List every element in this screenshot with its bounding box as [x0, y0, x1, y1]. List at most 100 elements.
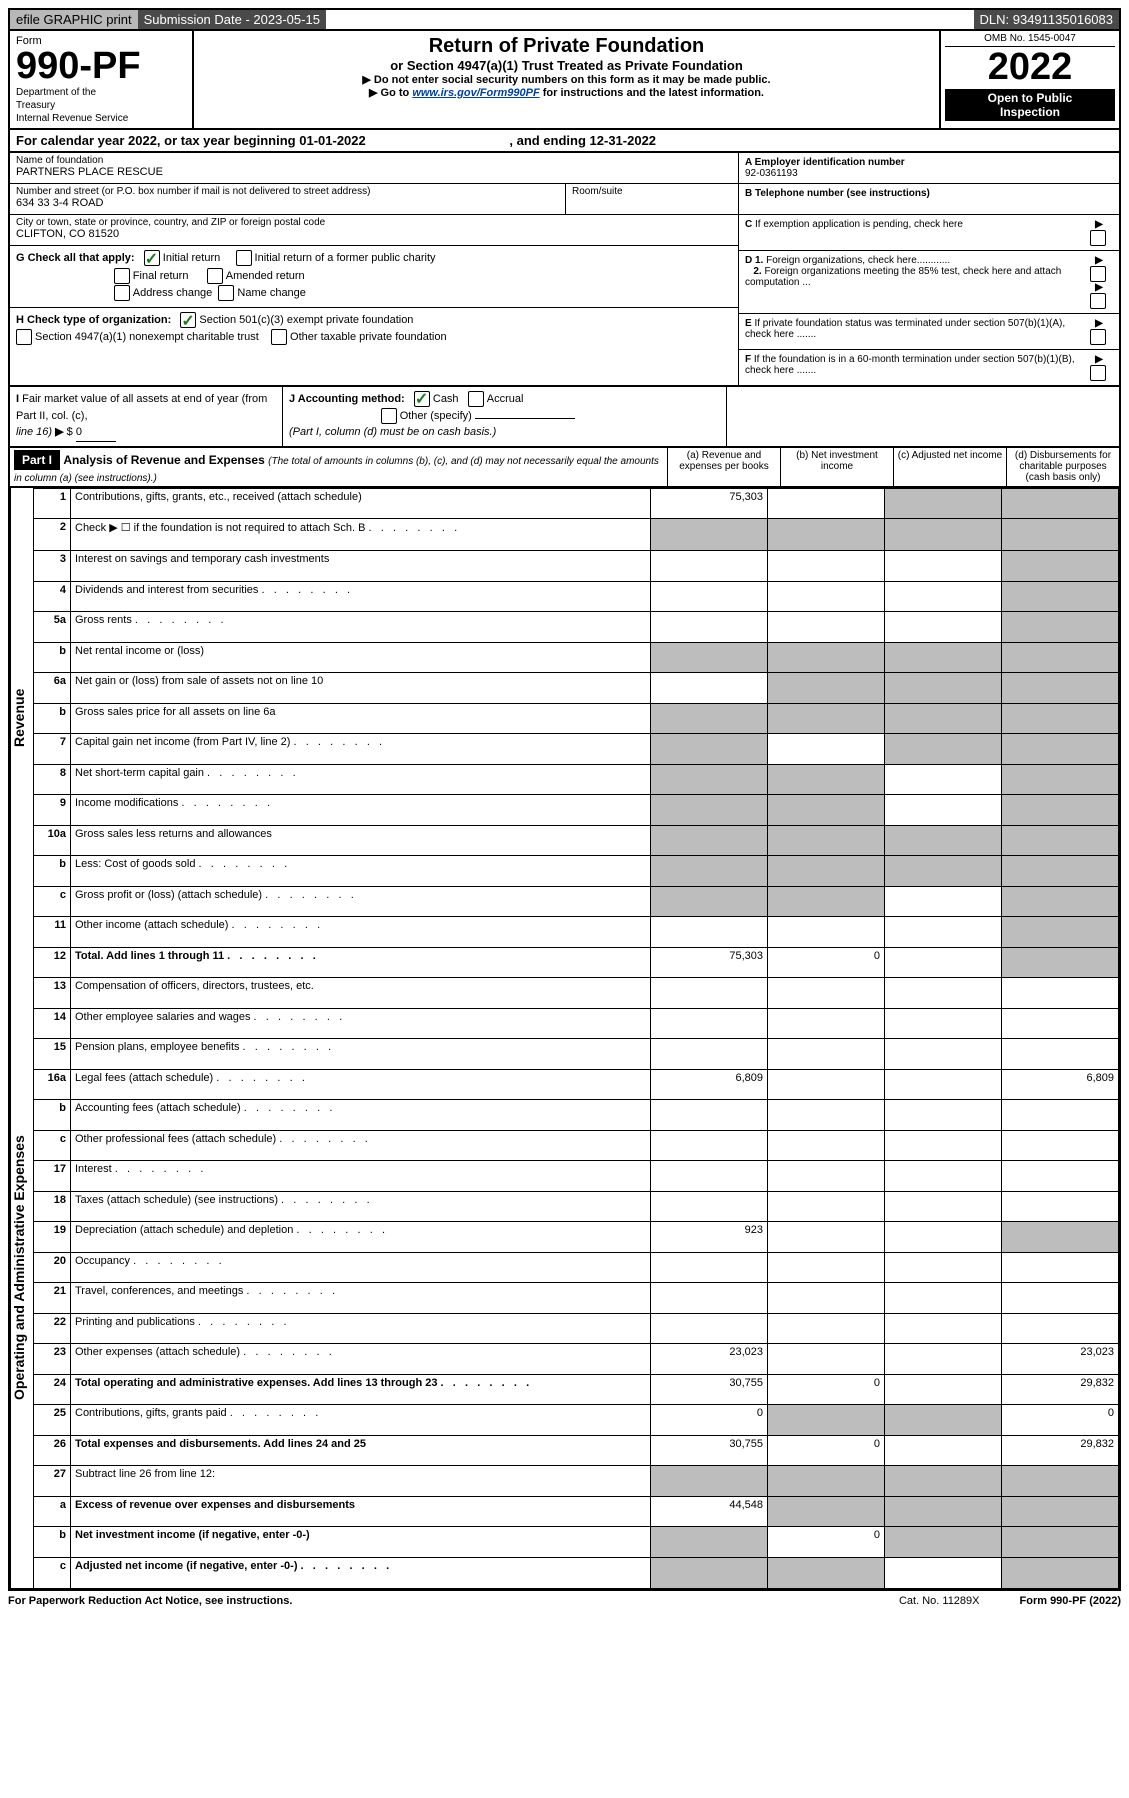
form-link[interactable]: www.irs.gov/Form990PF: [412, 87, 539, 99]
row-val: [1002, 1496, 1119, 1527]
row-desc: Gross profit or (loss) (attach schedule): [71, 886, 651, 917]
table-row: cOther professional fees (attach schedul…: [34, 1130, 1119, 1161]
row-desc: Other employee salaries and wages: [71, 1008, 651, 1039]
row-val: [651, 917, 768, 948]
table-row: 2Check ▶ ☐ if the foundation is not requ…: [34, 519, 1119, 551]
table-row: 15Pension plans, employee benefits: [34, 1039, 1119, 1070]
row-num: 3: [34, 551, 71, 582]
row-val: [768, 1496, 885, 1527]
row-val: [768, 612, 885, 643]
row-desc: Net investment income (if negative, ente…: [71, 1527, 651, 1558]
row-val: [768, 1557, 885, 1588]
row-val: [885, 795, 1002, 826]
c-line: C C If exemption application is pending,…: [739, 215, 1119, 251]
footer-left: For Paperwork Reduction Act Notice, see …: [8, 1595, 292, 1607]
row-num: b: [34, 642, 71, 673]
city-cell: City or town, state or province, country…: [10, 215, 738, 246]
chk-4947[interactable]: [16, 329, 32, 345]
row-num: 25: [34, 1405, 71, 1436]
row-val: [651, 1466, 768, 1497]
chk-namechg[interactable]: [218, 285, 234, 301]
row-num: 26: [34, 1435, 71, 1466]
table-row: 7Capital gain net income (from Part IV, …: [34, 734, 1119, 765]
chk-other-tax[interactable]: [271, 329, 287, 345]
j-note: (Part I, column (d) must be on cash basi…: [289, 426, 496, 438]
chk-other-acct[interactable]: [381, 408, 397, 424]
table-row: aExcess of revenue over expenses and dis…: [34, 1496, 1119, 1527]
other-spec: [475, 418, 575, 419]
chk-final[interactable]: [114, 268, 130, 284]
row-desc: Income modifications: [71, 795, 651, 826]
row-val: [768, 1100, 885, 1131]
chk-amended[interactable]: [207, 268, 223, 284]
form-title-block: Return of Private Foundation or Section …: [194, 31, 941, 128]
row-val: [885, 856, 1002, 887]
row-val: [651, 703, 768, 734]
table-row: 8Net short-term capital gain: [34, 764, 1119, 795]
row-val: [1002, 703, 1119, 734]
row-val: 0: [768, 947, 885, 978]
row-val: [651, 1191, 768, 1222]
chk-initial[interactable]: [144, 250, 160, 266]
title-main: Return of Private Foundation: [200, 35, 933, 58]
chk-initial-former[interactable]: [236, 250, 252, 266]
row-num: b: [34, 1527, 71, 1558]
open1: Open to Public: [988, 91, 1073, 105]
sub-label: Submission Date -: [144, 12, 254, 27]
row-val: [768, 1008, 885, 1039]
row-num: 9: [34, 795, 71, 826]
chk-e[interactable]: [1090, 329, 1106, 345]
row-val: [768, 978, 885, 1009]
row-val: [1002, 1466, 1119, 1497]
col-b-hdr: (b) Net investment income: [780, 448, 893, 486]
chk-d1[interactable]: [1090, 266, 1106, 282]
row-val: [885, 886, 1002, 917]
ein-val: 92-0361193: [745, 168, 798, 179]
footer-mid: Cat. No. 11289X: [899, 1595, 980, 1607]
row-num: 2: [34, 519, 71, 551]
chk-f[interactable]: [1090, 365, 1106, 381]
calendar-year-line: For calendar year 2022, or tax year begi…: [8, 130, 1121, 153]
row-num: 8: [34, 764, 71, 795]
h-opt2: Section 4947(a)(1) nonexempt charitable …: [35, 331, 259, 343]
chk-501c3[interactable]: [180, 312, 196, 328]
row-desc: Net rental income or (loss): [71, 642, 651, 673]
form-id-block: Form 990-PF Department of the Treasury I…: [10, 31, 194, 128]
table-row: bLess: Cost of goods sold: [34, 856, 1119, 887]
chk-addr[interactable]: [114, 285, 130, 301]
info-left: Name of foundation PARTNERS PLACE RESCUE…: [10, 153, 738, 385]
row-val: [1002, 488, 1119, 519]
street-cell: Number and street (or P.O. box number if…: [10, 184, 566, 214]
b-line: B Telephone number (see instructions): [739, 184, 1119, 215]
open-inspect: Open to Public Inspection: [945, 89, 1115, 121]
dln-label: DLN:: [980, 12, 1013, 27]
chk-accrual[interactable]: [468, 391, 484, 407]
row-num: 7: [34, 734, 71, 765]
dln-val: 93491135016083: [1013, 12, 1113, 27]
part1-header-row: Part I Analysis of Revenue and Expenses …: [8, 448, 1121, 488]
table-row: 10aGross sales less returns and allowanc…: [34, 825, 1119, 856]
row-num: 21: [34, 1283, 71, 1314]
row-desc: Compensation of officers, directors, tru…: [71, 978, 651, 1009]
table-row: bAccounting fees (attach schedule): [34, 1100, 1119, 1131]
row-val: [651, 886, 768, 917]
row-val: [885, 673, 1002, 704]
row-desc: Taxes (attach schedule) (see instruction…: [71, 1191, 651, 1222]
row-val: [885, 1405, 1002, 1436]
row-val: [768, 1344, 885, 1375]
row-val: [1002, 978, 1119, 1009]
row-val: [651, 581, 768, 612]
row-val: [651, 1130, 768, 1161]
chk-c[interactable]: [1090, 230, 1106, 246]
instr-1: ▶ Do not enter social security numbers o…: [200, 73, 933, 86]
h-label: H Check type of organization:: [16, 314, 171, 326]
chk-cash[interactable]: [414, 391, 430, 407]
table-row: bGross sales price for all assets on lin…: [34, 703, 1119, 734]
row-val: [768, 856, 885, 887]
g-namechg: Name change: [237, 287, 306, 299]
row-val: [651, 519, 768, 551]
chk-d2[interactable]: [1090, 293, 1106, 309]
h-opt3: Other taxable private foundation: [290, 331, 447, 343]
row-val: [768, 886, 885, 917]
f-line: F If the foundation is in a 60-month ter…: [739, 350, 1119, 385]
